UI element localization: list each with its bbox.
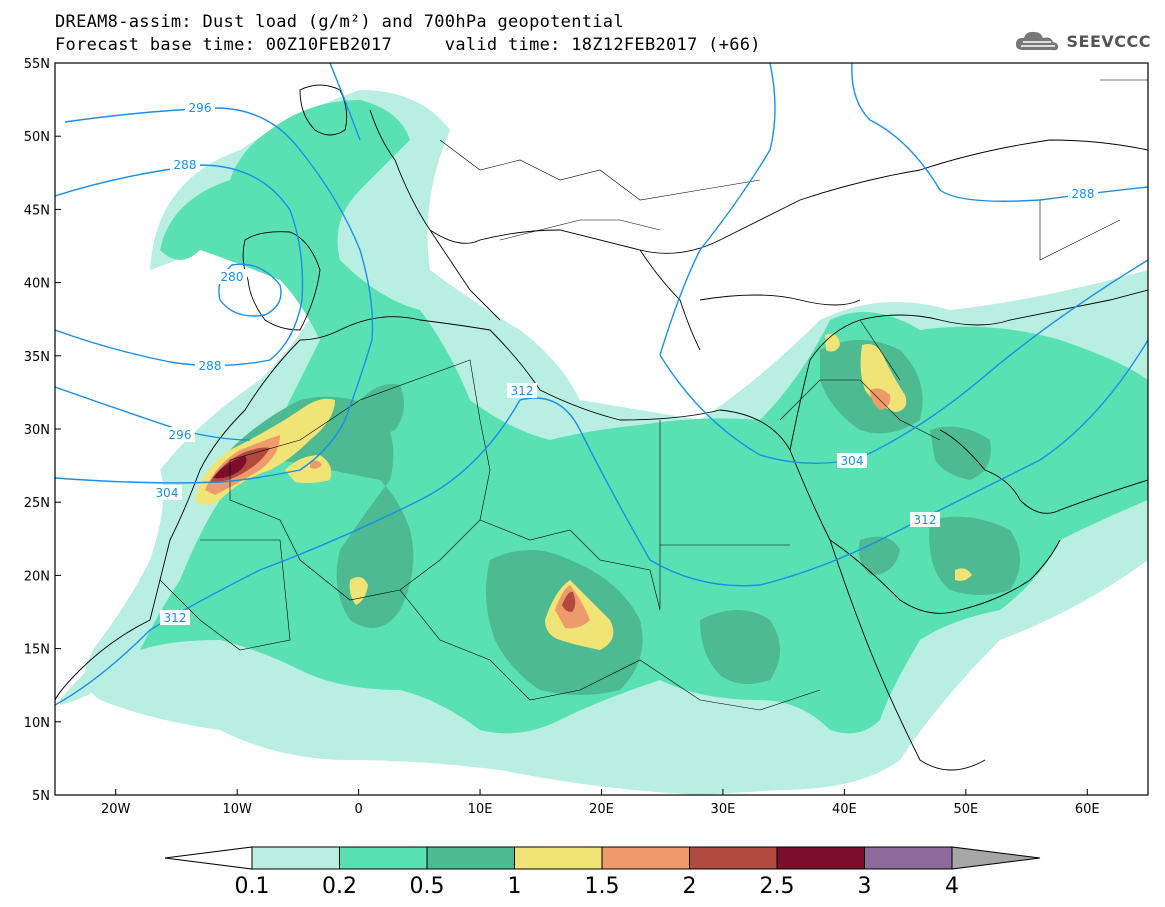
cloud-icon: [1015, 31, 1058, 51]
lon-tick-label: 20W: [101, 802, 131, 817]
lon-tick-label: 40E: [832, 802, 857, 817]
colorbar-segment: [251, 846, 340, 870]
colorbar-segment: [601, 846, 690, 870]
lat-tick-label: 35N: [24, 350, 50, 365]
lon-tick-label: 60E: [1075, 802, 1100, 817]
colorbar-segment: [514, 846, 603, 870]
logo-text: SEEVCCC: [1066, 31, 1151, 51]
colorbar-segment: [689, 846, 778, 870]
lat-tick-label: 55N: [24, 57, 50, 72]
contour-labels: 296 288 280 288 296 304 312 304 312 312 …: [152, 100, 1098, 625]
lat-tick-label: 25N: [24, 496, 50, 511]
lat-tick-label: 50N: [24, 130, 50, 145]
contour-label: 312: [511, 384, 534, 398]
lat-tick-label: 30N: [24, 423, 50, 438]
lon-tick-label: 30E: [711, 802, 736, 817]
colorbar-over-triangle: [951, 846, 1041, 870]
title-line-2: Forecast base time: 00Z10FEB2017 valid t…: [55, 35, 761, 55]
lon-tick-label: 10E: [468, 802, 493, 817]
lon-tick-label: 50E: [953, 802, 978, 817]
latitude-axis: 55N 50N 45N 40N 35N 30N 25N 20N 15N 10N 5N: [24, 57, 61, 804]
colorbar-label: 4: [945, 874, 959, 899]
lat-tick-label: 10N: [24, 716, 50, 731]
dust-load-field: [60, 90, 1148, 795]
lat-tick-label: 15N: [24, 643, 50, 658]
contour-label: 296: [189, 101, 212, 115]
lat-tick-label: 45N: [24, 203, 50, 218]
lat-tick-label: 20N: [24, 569, 50, 584]
colorbar-label: 0.1: [235, 874, 270, 899]
title-line-1: DREAM8-assim: Dust load (g/m²) and 700hP…: [55, 12, 624, 32]
colorbar-under-triangle: [164, 846, 253, 870]
colorbar-label: 2: [683, 874, 697, 899]
coastlines: [55, 79, 1148, 771]
lon-tick-label: 0: [354, 802, 362, 817]
lat-tick-label: 5N: [32, 789, 50, 804]
colorbar-label: 0.2: [322, 874, 357, 899]
colorbar-segment: [776, 846, 865, 870]
lat-tick-label: 40N: [24, 277, 50, 292]
contour-label: 288: [199, 359, 222, 373]
colorbar-segment: [426, 846, 515, 870]
colorbar: 0.1 0.2 0.5 1 1.5 2 2.5 3 4: [164, 846, 1041, 899]
contour-label: 288: [174, 158, 197, 172]
longitude-axis: 20W 10W 0 10E 20E 30E 40E 50E 60E: [101, 789, 1100, 817]
contour-label: 288: [1072, 187, 1095, 201]
colorbar-label: 3: [858, 874, 872, 899]
colorbar-segment: [864, 846, 953, 870]
contour-label: 280: [221, 270, 244, 284]
contour-label: 304: [156, 486, 179, 500]
seevccc-logo: SEEVCCC: [1013, 28, 1152, 54]
colorbar-segment: [339, 846, 428, 870]
lon-tick-label: 20E: [589, 802, 614, 817]
lon-tick-label: 10W: [222, 802, 252, 817]
colorbar-label: 1.5: [585, 874, 620, 899]
contour-label: 312: [914, 513, 937, 527]
contour-label: 312: [164, 611, 187, 625]
colorbar-label: 2.5: [760, 874, 795, 899]
colorbar-label: 1: [508, 874, 522, 899]
colorbar-label: 0.5: [410, 874, 445, 899]
contour-label: 304: [841, 454, 864, 468]
contour-label: 296: [169, 428, 192, 442]
